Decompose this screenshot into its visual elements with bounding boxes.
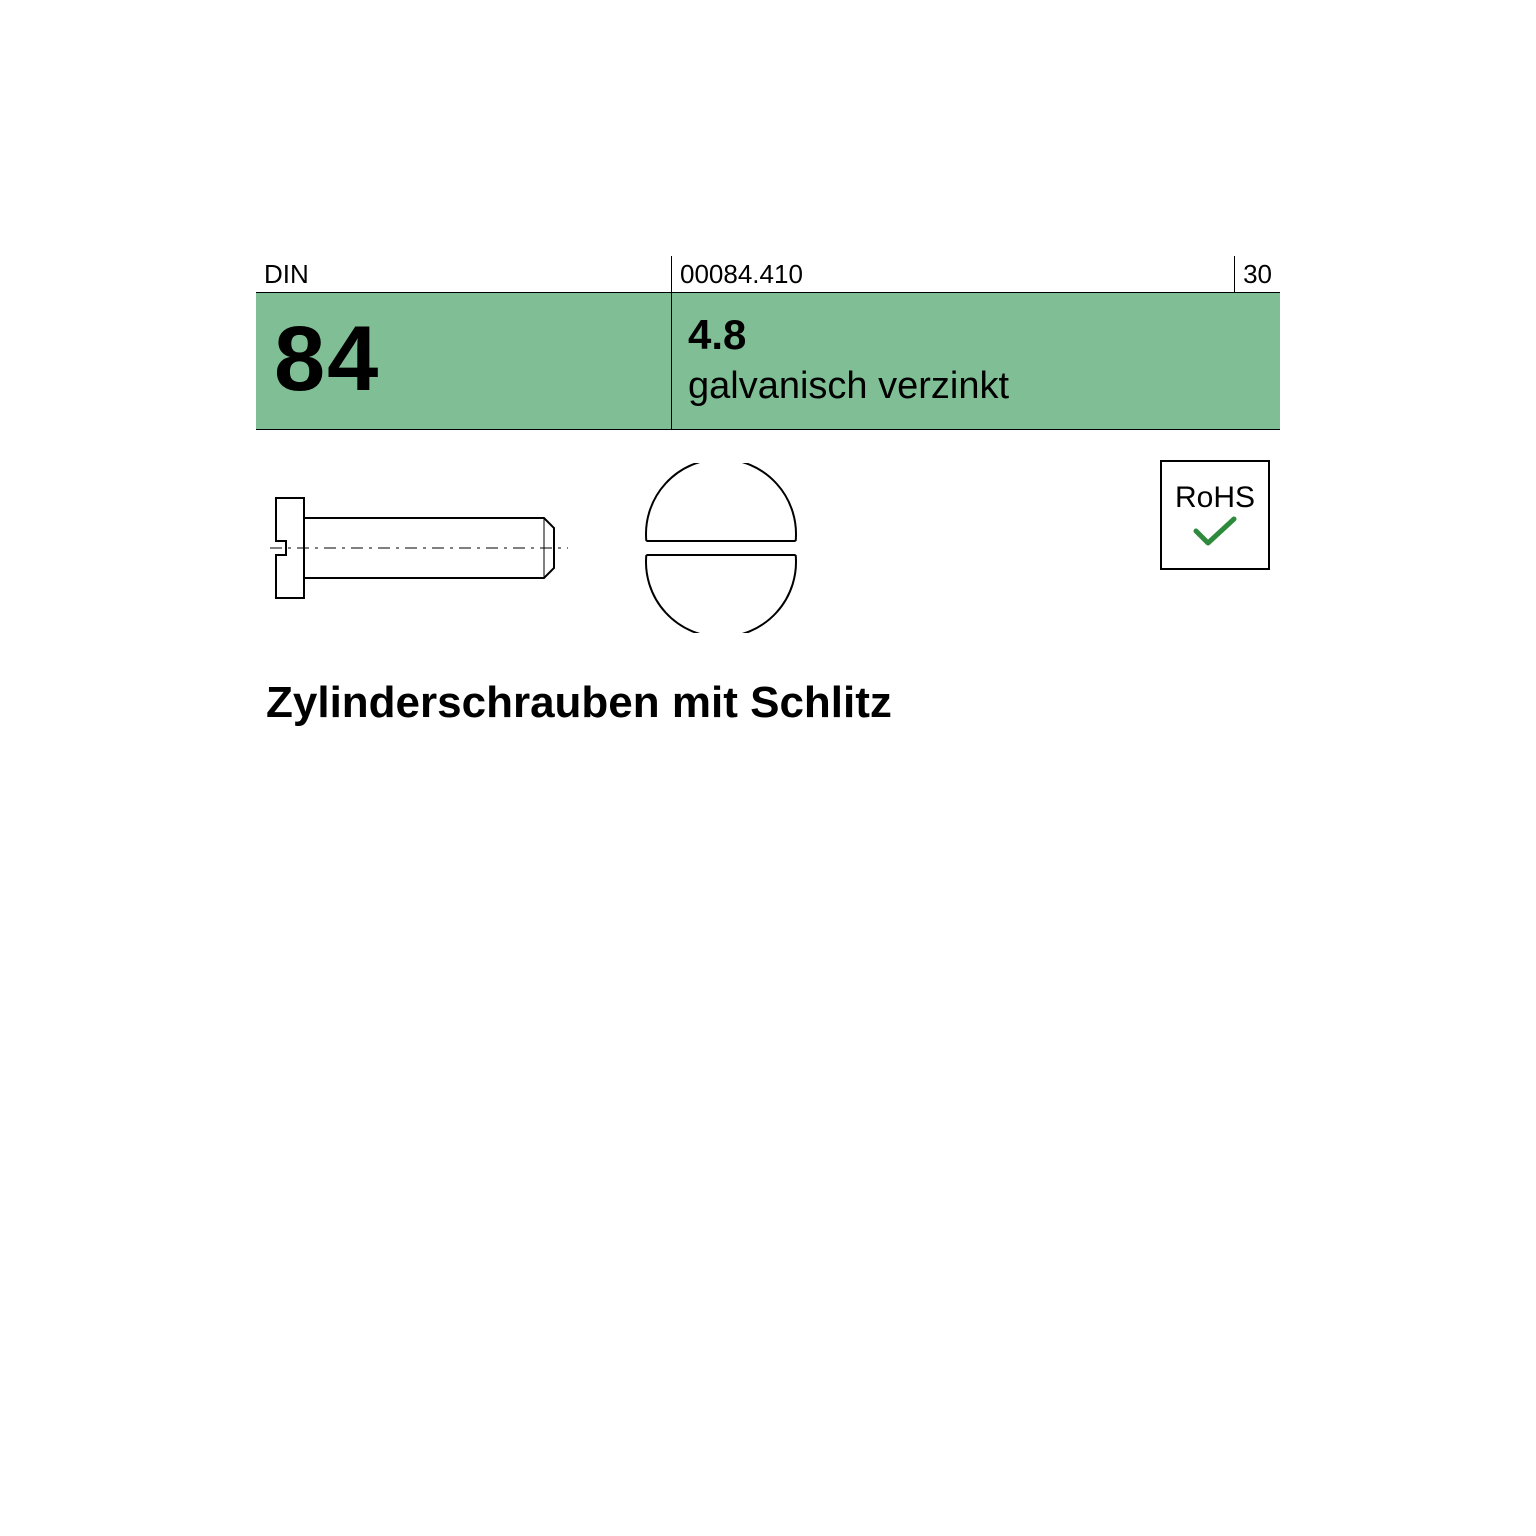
spec-green-row: 84 4.8 galvanisch verzinkt <box>256 293 1280 430</box>
green-cell-number: 84 <box>256 293 671 429</box>
coating-label: galvanisch verzinkt <box>682 365 1270 408</box>
header-right-label: 30 <box>1243 259 1272 290</box>
screw-side-view <box>266 473 576 623</box>
check-icon <box>1192 515 1238 549</box>
spec-card: DIN 00084.410 30 84 4.8 galvanisch verzi… <box>256 256 1280 1280</box>
header-cell-standard: DIN <box>256 256 671 292</box>
header-standard-label: DIN <box>264 259 309 290</box>
header-code-label: 00084.410 <box>680 259 803 290</box>
screw-front-view <box>636 463 806 633</box>
rohs-badge: RoHS <box>1160 460 1270 570</box>
green-cell-info: 4.8 galvanisch verzinkt <box>671 293 1280 429</box>
diagram-row: RoHS <box>256 430 1280 648</box>
product-title: Zylinderschrauben mit Schlitz <box>256 648 1280 728</box>
header-cell-code: 00084.410 <box>671 256 1234 292</box>
header-row: DIN 00084.410 30 <box>256 256 1280 293</box>
rohs-label: RoHS <box>1175 481 1255 515</box>
header-cell-right: 30 <box>1234 256 1280 292</box>
property-class: 4.8 <box>682 311 1270 365</box>
standard-number: 84 <box>266 318 388 401</box>
